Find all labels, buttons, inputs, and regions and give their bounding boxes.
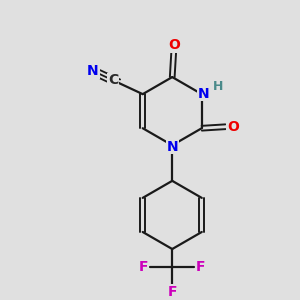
Text: F: F (196, 260, 206, 274)
Text: H: H (213, 80, 223, 93)
Text: N: N (197, 86, 209, 100)
Text: F: F (139, 260, 148, 274)
Text: O: O (168, 38, 180, 52)
Text: N: N (167, 140, 178, 154)
Text: C: C (108, 74, 118, 88)
Text: O: O (227, 120, 239, 134)
Text: N: N (87, 64, 99, 78)
Text: F: F (167, 285, 177, 299)
